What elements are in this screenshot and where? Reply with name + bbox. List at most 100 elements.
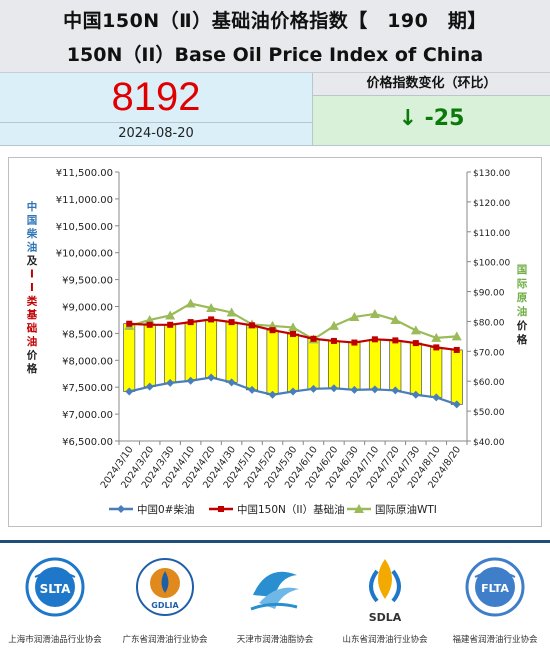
left-axis-tick-label: ¥8,000.00 bbox=[62, 356, 113, 367]
left-axis-title-char: 油 bbox=[27, 335, 38, 348]
left-axis-tick-label: ¥10,500.00 bbox=[56, 222, 113, 233]
wti-point bbox=[451, 331, 462, 341]
price-chart-svg: ¥6,500.00 ¥7,000.00 ¥7,500.00 ¥8,000.00 ¥8,5… bbox=[26, 168, 528, 516]
right-axis-tick-label: $120.00 bbox=[473, 199, 510, 209]
association-logo-text: SLTA bbox=[40, 582, 72, 596]
legend-label: 国际原油WTI bbox=[375, 503, 437, 516]
change-label: 价格指数变化（环比） bbox=[313, 73, 550, 96]
diesel-point bbox=[145, 382, 154, 391]
legend-marker bbox=[117, 505, 125, 513]
right-axis-title-char: 格 bbox=[517, 333, 528, 346]
right-axis-tick-label: $100.00 bbox=[473, 259, 510, 269]
index-panel: 8192 2024-08-20 bbox=[0, 73, 313, 146]
base-oil-point bbox=[412, 340, 419, 347]
diesel-point bbox=[411, 390, 420, 399]
left-axis-tick-label: ¥7,500.00 bbox=[62, 383, 113, 394]
association-logo-text: SDLA bbox=[369, 611, 402, 624]
base-oil-point bbox=[351, 339, 358, 346]
header-bar: 中国150N（Ⅱ）基础油价格指数【 190 期】 150N（II）Base Oi… bbox=[0, 0, 550, 73]
base-oil-point bbox=[392, 337, 399, 344]
left-axis-tick-label: ¥8,500.00 bbox=[62, 329, 113, 340]
base-oil-point bbox=[228, 319, 235, 326]
left-axis-title-char: 础 bbox=[27, 322, 38, 335]
wti-point bbox=[431, 332, 442, 342]
left-axis-title-char: 中 bbox=[27, 200, 38, 213]
right-axis-tick-label: $110.00 bbox=[473, 229, 510, 239]
spread-bar bbox=[409, 342, 422, 396]
diesel-point bbox=[248, 385, 257, 394]
association-logo-text: GDLIA bbox=[151, 601, 179, 610]
flta-logo-icon: FLTA bbox=[465, 557, 525, 617]
association-logo-text: FLTA bbox=[481, 582, 509, 595]
diesel-point bbox=[391, 386, 400, 395]
left-axis-tick-label: ¥6,500.00 bbox=[62, 437, 113, 448]
sdla-logo-icon: SDLA bbox=[369, 559, 402, 624]
price-chart: ¥6,500.00 ¥7,000.00 ¥7,500.00 ¥8,000.00 ¥8,5… bbox=[8, 157, 542, 527]
left-axis-title-char: 及 bbox=[27, 255, 38, 267]
base-oil-point bbox=[371, 336, 378, 343]
diesel-point bbox=[268, 390, 277, 399]
base-oil-point bbox=[208, 316, 215, 323]
base-oil-point bbox=[453, 346, 460, 353]
base-oil-point bbox=[330, 337, 337, 344]
slta-logo-icon: SLTA bbox=[25, 557, 85, 617]
spread-bar bbox=[266, 329, 279, 396]
spread-bar bbox=[123, 323, 136, 392]
spread-bar bbox=[328, 340, 340, 389]
title-chinese: 中国150N（Ⅱ）基础油价格指数【 190 期】 bbox=[63, 10, 487, 32]
spread-bar bbox=[450, 349, 463, 405]
wti-point bbox=[226, 307, 237, 317]
left-axis-title-char: 油 bbox=[27, 241, 38, 254]
right-axis-tick-label: $130.00 bbox=[473, 169, 510, 179]
diesel-point bbox=[125, 387, 134, 396]
diesel-point bbox=[166, 378, 175, 387]
wti-point bbox=[288, 322, 298, 332]
base-oil-point bbox=[126, 320, 133, 327]
left-axis-tick-label: ¥9,500.00 bbox=[62, 276, 113, 287]
right-axis-title-char: 际 bbox=[517, 278, 528, 290]
spread-bar bbox=[225, 321, 238, 383]
diesel-point bbox=[207, 373, 216, 382]
spread-bar bbox=[143, 324, 156, 387]
right-axis-title-char: 价 bbox=[517, 320, 528, 332]
spread-bar bbox=[430, 347, 443, 398]
base-oil-point bbox=[433, 344, 440, 351]
legend-label: 中国150N（II）基础油 bbox=[237, 503, 345, 516]
gdlia-logo-icon: GDLIA bbox=[136, 558, 194, 616]
left-axis-title-char: 格 bbox=[27, 362, 38, 375]
diesel-point bbox=[329, 384, 338, 393]
right-axis-tick-label: $70.00 bbox=[473, 348, 505, 358]
association-tianjin: 天津市润滑油脂协会 bbox=[220, 547, 330, 652]
legend-label: 中国0#柴油 bbox=[137, 503, 194, 516]
wti-point bbox=[165, 310, 176, 320]
right-axis-title-char: 原 bbox=[517, 292, 528, 304]
left-axis-tick-label: ¥11,000.00 bbox=[56, 195, 113, 206]
legend-marker bbox=[218, 506, 224, 512]
association-name: 山东省润滑油行业协会 bbox=[342, 635, 428, 645]
base-oil-point bbox=[310, 335, 317, 342]
right-axis-tick-label: $50.00 bbox=[473, 408, 505, 418]
index-value: 8192 bbox=[111, 75, 201, 119]
change-value: ↓ -25 bbox=[313, 96, 550, 145]
left-axis-tick-label: ¥9,000.00 bbox=[62, 303, 113, 314]
diesel-point bbox=[452, 400, 461, 409]
wti-point bbox=[185, 298, 196, 308]
index-date: 2024-08-20 bbox=[0, 122, 312, 141]
association-name: 上海市润滑油品行业协会 bbox=[8, 635, 102, 645]
association-slta: SLTA 上海市润滑油品行业协会 bbox=[0, 547, 110, 652]
spread-bar bbox=[246, 325, 258, 391]
base-oil-point bbox=[249, 322, 256, 329]
association-name: 福建省润滑油行业协会 bbox=[452, 635, 538, 645]
diesel-point bbox=[289, 387, 297, 396]
association-sdla: SDLA 山东省润滑油行业协会 bbox=[330, 547, 440, 652]
right-axis-tick-label: $90.00 bbox=[473, 289, 505, 299]
spread-bar bbox=[205, 319, 218, 378]
left-axis-title-char: I bbox=[30, 282, 34, 294]
right-axis-title-char: 油 bbox=[517, 305, 528, 318]
diesel-point bbox=[370, 385, 379, 394]
base-oil-point bbox=[187, 319, 194, 326]
left-axis-tick-label: ¥11,500.00 bbox=[56, 168, 113, 179]
spread-bar bbox=[307, 338, 320, 390]
wti-point bbox=[349, 311, 360, 321]
association-name: 广东省润滑油行业协会 bbox=[122, 635, 208, 645]
